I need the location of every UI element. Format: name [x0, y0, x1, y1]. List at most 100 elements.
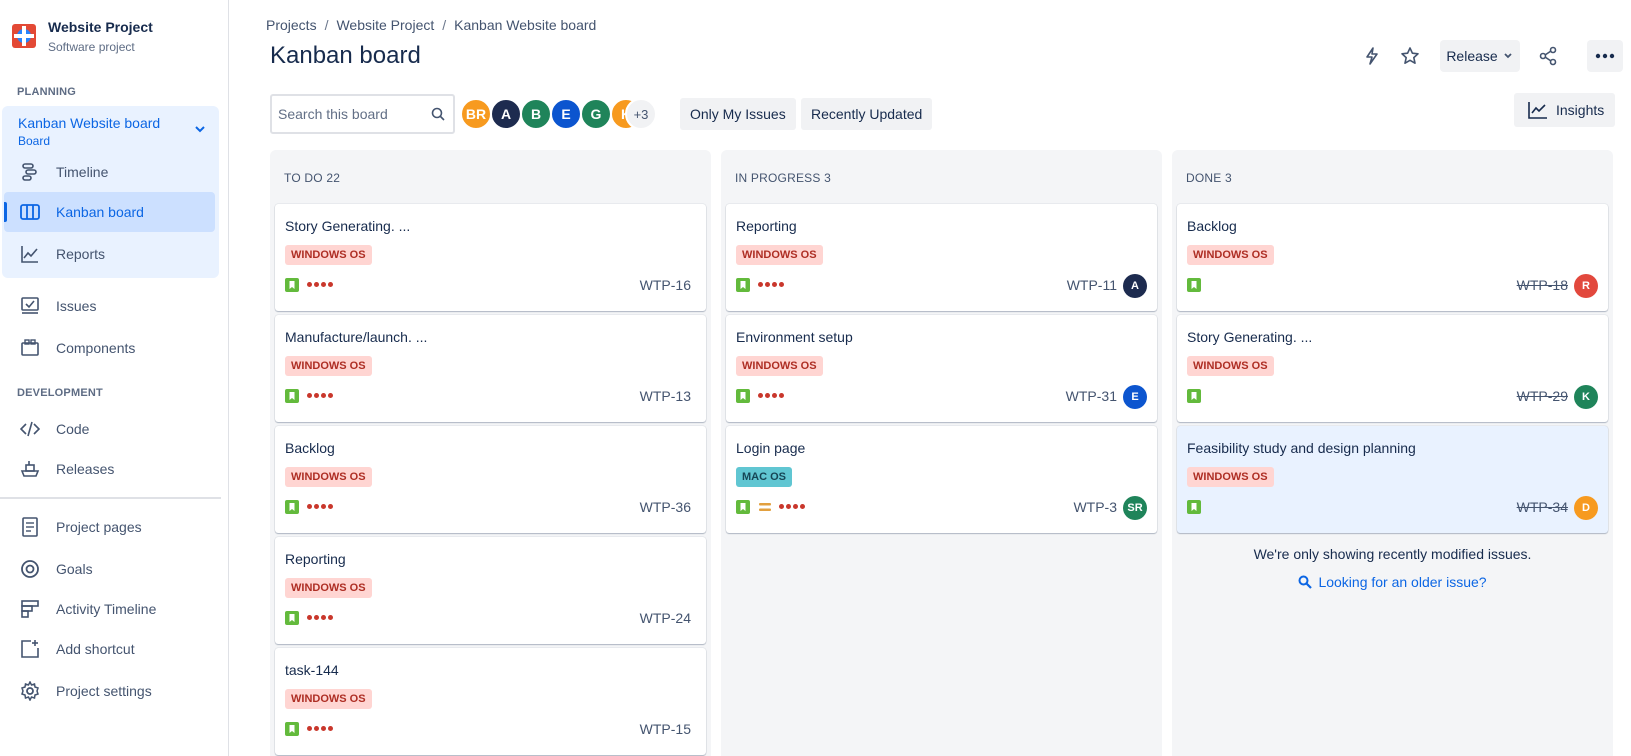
issue-key[interactable]: WTP-3	[1073, 499, 1117, 515]
issue-card[interactable]: Story Generating. ... WINDOWS OS WTP-16	[275, 204, 706, 311]
story-icon	[736, 500, 750, 514]
story-icon	[736, 278, 750, 292]
issue-key[interactable]: WTP-31	[1065, 388, 1117, 404]
insights-button[interactable]: Insights	[1514, 93, 1615, 127]
avatar[interactable]: G	[580, 98, 612, 130]
priority-dot	[786, 504, 791, 509]
priority-dot	[314, 282, 319, 287]
avatar[interactable]: E	[550, 98, 582, 130]
older-issue-link[interactable]: Looking for an older issue?	[1172, 574, 1613, 590]
issue-card[interactable]: Feasibility study and design planning WIN…	[1177, 426, 1608, 533]
column-in-progress: IN PROGRESS 3 Reporting WINDOWS OS WTP-11 A…	[721, 150, 1162, 756]
priority-dot	[328, 504, 333, 509]
more-actions-button[interactable]	[1587, 40, 1623, 72]
assignee-avatar[interactable]: K	[1574, 385, 1598, 409]
sidebar-item-project-pages[interactable]: Project pages	[4, 507, 215, 547]
search-input[interactable]	[272, 96, 417, 132]
sidebar-divider	[0, 497, 221, 499]
project-avatar-icon	[12, 24, 36, 48]
sidebar-item-label: Activity Timeline	[56, 601, 157, 617]
automation-button[interactable]	[1356, 40, 1388, 72]
card-title: Reporting	[736, 218, 797, 234]
assignee-avatar[interactable]: A	[1123, 274, 1147, 298]
issue-key[interactable]: WTP-29	[1516, 388, 1568, 404]
breadcrumb-separator: /	[442, 17, 447, 33]
avatar-more-button[interactable]: +3	[625, 98, 657, 130]
star-button[interactable]	[1394, 40, 1426, 72]
breadcrumb-board[interactable]: Kanban Website board	[454, 17, 597, 33]
issue-key[interactable]: WTP-16	[639, 277, 691, 293]
card-title: Story Generating. ...	[285, 218, 411, 234]
story-icon	[736, 389, 750, 403]
assignee-avatar[interactable]: R	[1574, 274, 1598, 298]
label-lozenge: WINDOWS OS	[1187, 356, 1274, 376]
board-search[interactable]	[270, 94, 455, 134]
sidebar-item-reports[interactable]: Reports	[4, 234, 215, 274]
release-button[interactable]: Release	[1440, 40, 1520, 72]
board-selector-subtitle: Board	[18, 134, 51, 148]
card-title: Login page	[736, 440, 806, 456]
sidebar-item-kanban-board[interactable]: Kanban board	[4, 192, 215, 232]
issue-card[interactable]: Reporting WINDOWS OS WTP-11 A	[726, 204, 1157, 311]
priority-dot	[328, 726, 333, 731]
development-section-label: DEVELOPMENT	[17, 387, 103, 399]
only-my-issues-filter[interactable]: Only My Issues	[680, 98, 796, 130]
page-title: Kanban board	[270, 42, 421, 69]
priority-dot	[772, 282, 777, 287]
issue-key[interactable]: WTP-34	[1516, 499, 1568, 515]
story-icon	[285, 500, 299, 514]
issue-key[interactable]: WTP-18	[1516, 277, 1568, 293]
issue-card[interactable]: Backlog WINDOWS OS WTP-18 R	[1177, 204, 1608, 311]
story-icon	[285, 278, 299, 292]
issue-key[interactable]: WTP-11	[1066, 277, 1117, 293]
pages-icon	[18, 515, 42, 539]
issue-card[interactable]: Manufacture/launch. ... WINDOWS OS WTP-13	[275, 315, 706, 422]
column-todo: TO DO 22 Story Generating. ... WINDOWS OS…	[270, 150, 711, 756]
issue-key[interactable]: WTP-24	[639, 610, 691, 626]
issue-card[interactable]: task-144 WINDOWS OS WTP-15	[275, 648, 706, 755]
assignee-avatar[interactable]: E	[1123, 385, 1147, 409]
avatar[interactable]: A	[490, 98, 522, 130]
priority-dot	[772, 393, 777, 398]
assignee-avatar[interactable]: SR	[1123, 496, 1147, 520]
sidebar-item-project-settings[interactable]: Project settings	[4, 671, 215, 711]
card-title: Backlog	[285, 440, 335, 456]
chevron-down-icon	[1504, 53, 1512, 59]
priority-dot	[307, 282, 312, 287]
sidebar-item-activity-timeline[interactable]: Activity Timeline	[4, 589, 215, 629]
sidebar-item-releases[interactable]: Releases	[4, 449, 215, 489]
avatar[interactable]: BR	[460, 98, 492, 130]
story-icon	[1187, 500, 1201, 514]
priority-dot	[779, 393, 784, 398]
issue-key[interactable]: WTP-15	[639, 721, 691, 737]
sidebar-item-components[interactable]: Components	[4, 328, 215, 368]
issue-card[interactable]: Backlog WINDOWS OS WTP-36	[275, 426, 706, 533]
share-button[interactable]	[1532, 40, 1564, 72]
issue-card[interactable]: Environment setup WINDOWS OS WTP-31 E	[726, 315, 1157, 422]
recently-updated-filter[interactable]: Recently Updated	[801, 98, 933, 130]
breadcrumb: Projects / Website Project / Kanban Webs…	[266, 17, 596, 33]
priority-dot	[793, 504, 798, 509]
issue-key[interactable]: WTP-36	[639, 499, 691, 515]
sidebar-item-label: Issues	[56, 298, 97, 314]
sidebar-item-issues[interactable]: Issues	[4, 286, 215, 326]
avatar[interactable]: B	[520, 98, 552, 130]
breadcrumb-projects[interactable]: Projects	[266, 17, 317, 33]
issue-key[interactable]: WTP-13	[639, 388, 691, 404]
goals-icon	[18, 557, 42, 581]
sidebar-item-goals[interactable]: Goals	[4, 549, 215, 589]
priority-dot	[321, 282, 326, 287]
sidebar-item-timeline[interactable]: Timeline	[4, 152, 215, 192]
chevron-down-icon[interactable]	[193, 122, 207, 136]
sidebar-item-code[interactable]: Code	[4, 409, 215, 449]
breadcrumb-project[interactable]: Website Project	[336, 17, 435, 33]
issue-card[interactable]: Reporting WINDOWS OS WTP-24	[275, 537, 706, 644]
issue-card[interactable]: Story Generating. ... WINDOWS OS WTP-29 K	[1177, 315, 1608, 422]
priority-dot	[779, 504, 784, 509]
board-selector-title[interactable]: Kanban Website board	[18, 115, 161, 131]
issue-card[interactable]: Login page MAC OS WTP-3 SR	[726, 426, 1157, 533]
story-icon	[285, 611, 299, 625]
sidebar-item-add-shortcut[interactable]: Add shortcut	[4, 629, 215, 669]
assignee-avatar[interactable]: D	[1574, 496, 1598, 520]
project-header[interactable]: Website Project Software project	[12, 18, 153, 55]
